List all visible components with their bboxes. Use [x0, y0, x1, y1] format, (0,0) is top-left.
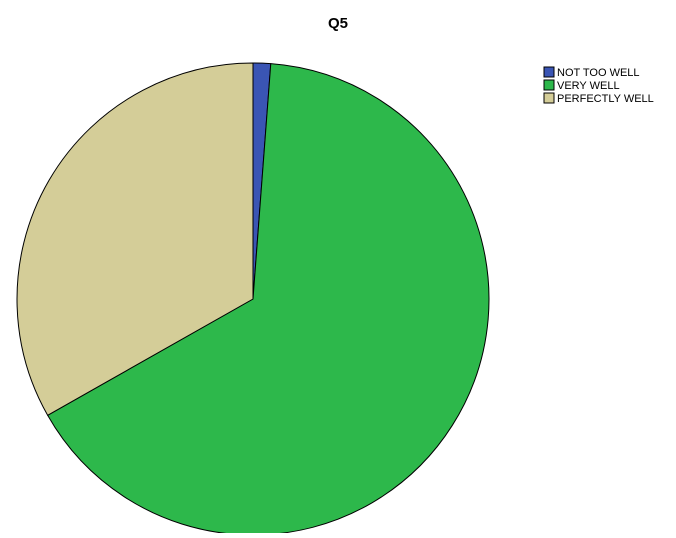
legend-swatch-not-too-well [543, 66, 555, 78]
pie-slice-perfectly-well [16, 62, 254, 416]
legend-item-very-well: VERY WELL [543, 79, 620, 92]
legend-label-perfectly-well: PERFECTLY WELL [557, 93, 654, 105]
pie-slices [16, 62, 490, 536]
legend-label-very-well: VERY WELL [557, 80, 620, 92]
legend-swatch-very-well [543, 79, 555, 91]
chart-title: Q5 [328, 15, 348, 32]
pie-slice-very-well [47, 63, 490, 536]
legend-item-perfectly-well: PERFECTLY WELL [543, 92, 654, 105]
legend-item-not-too-well: NOT TOO WELL [543, 66, 640, 79]
legend-swatch-perfectly-well [543, 92, 555, 104]
legend-label-not-too-well: NOT TOO WELL [557, 67, 640, 79]
